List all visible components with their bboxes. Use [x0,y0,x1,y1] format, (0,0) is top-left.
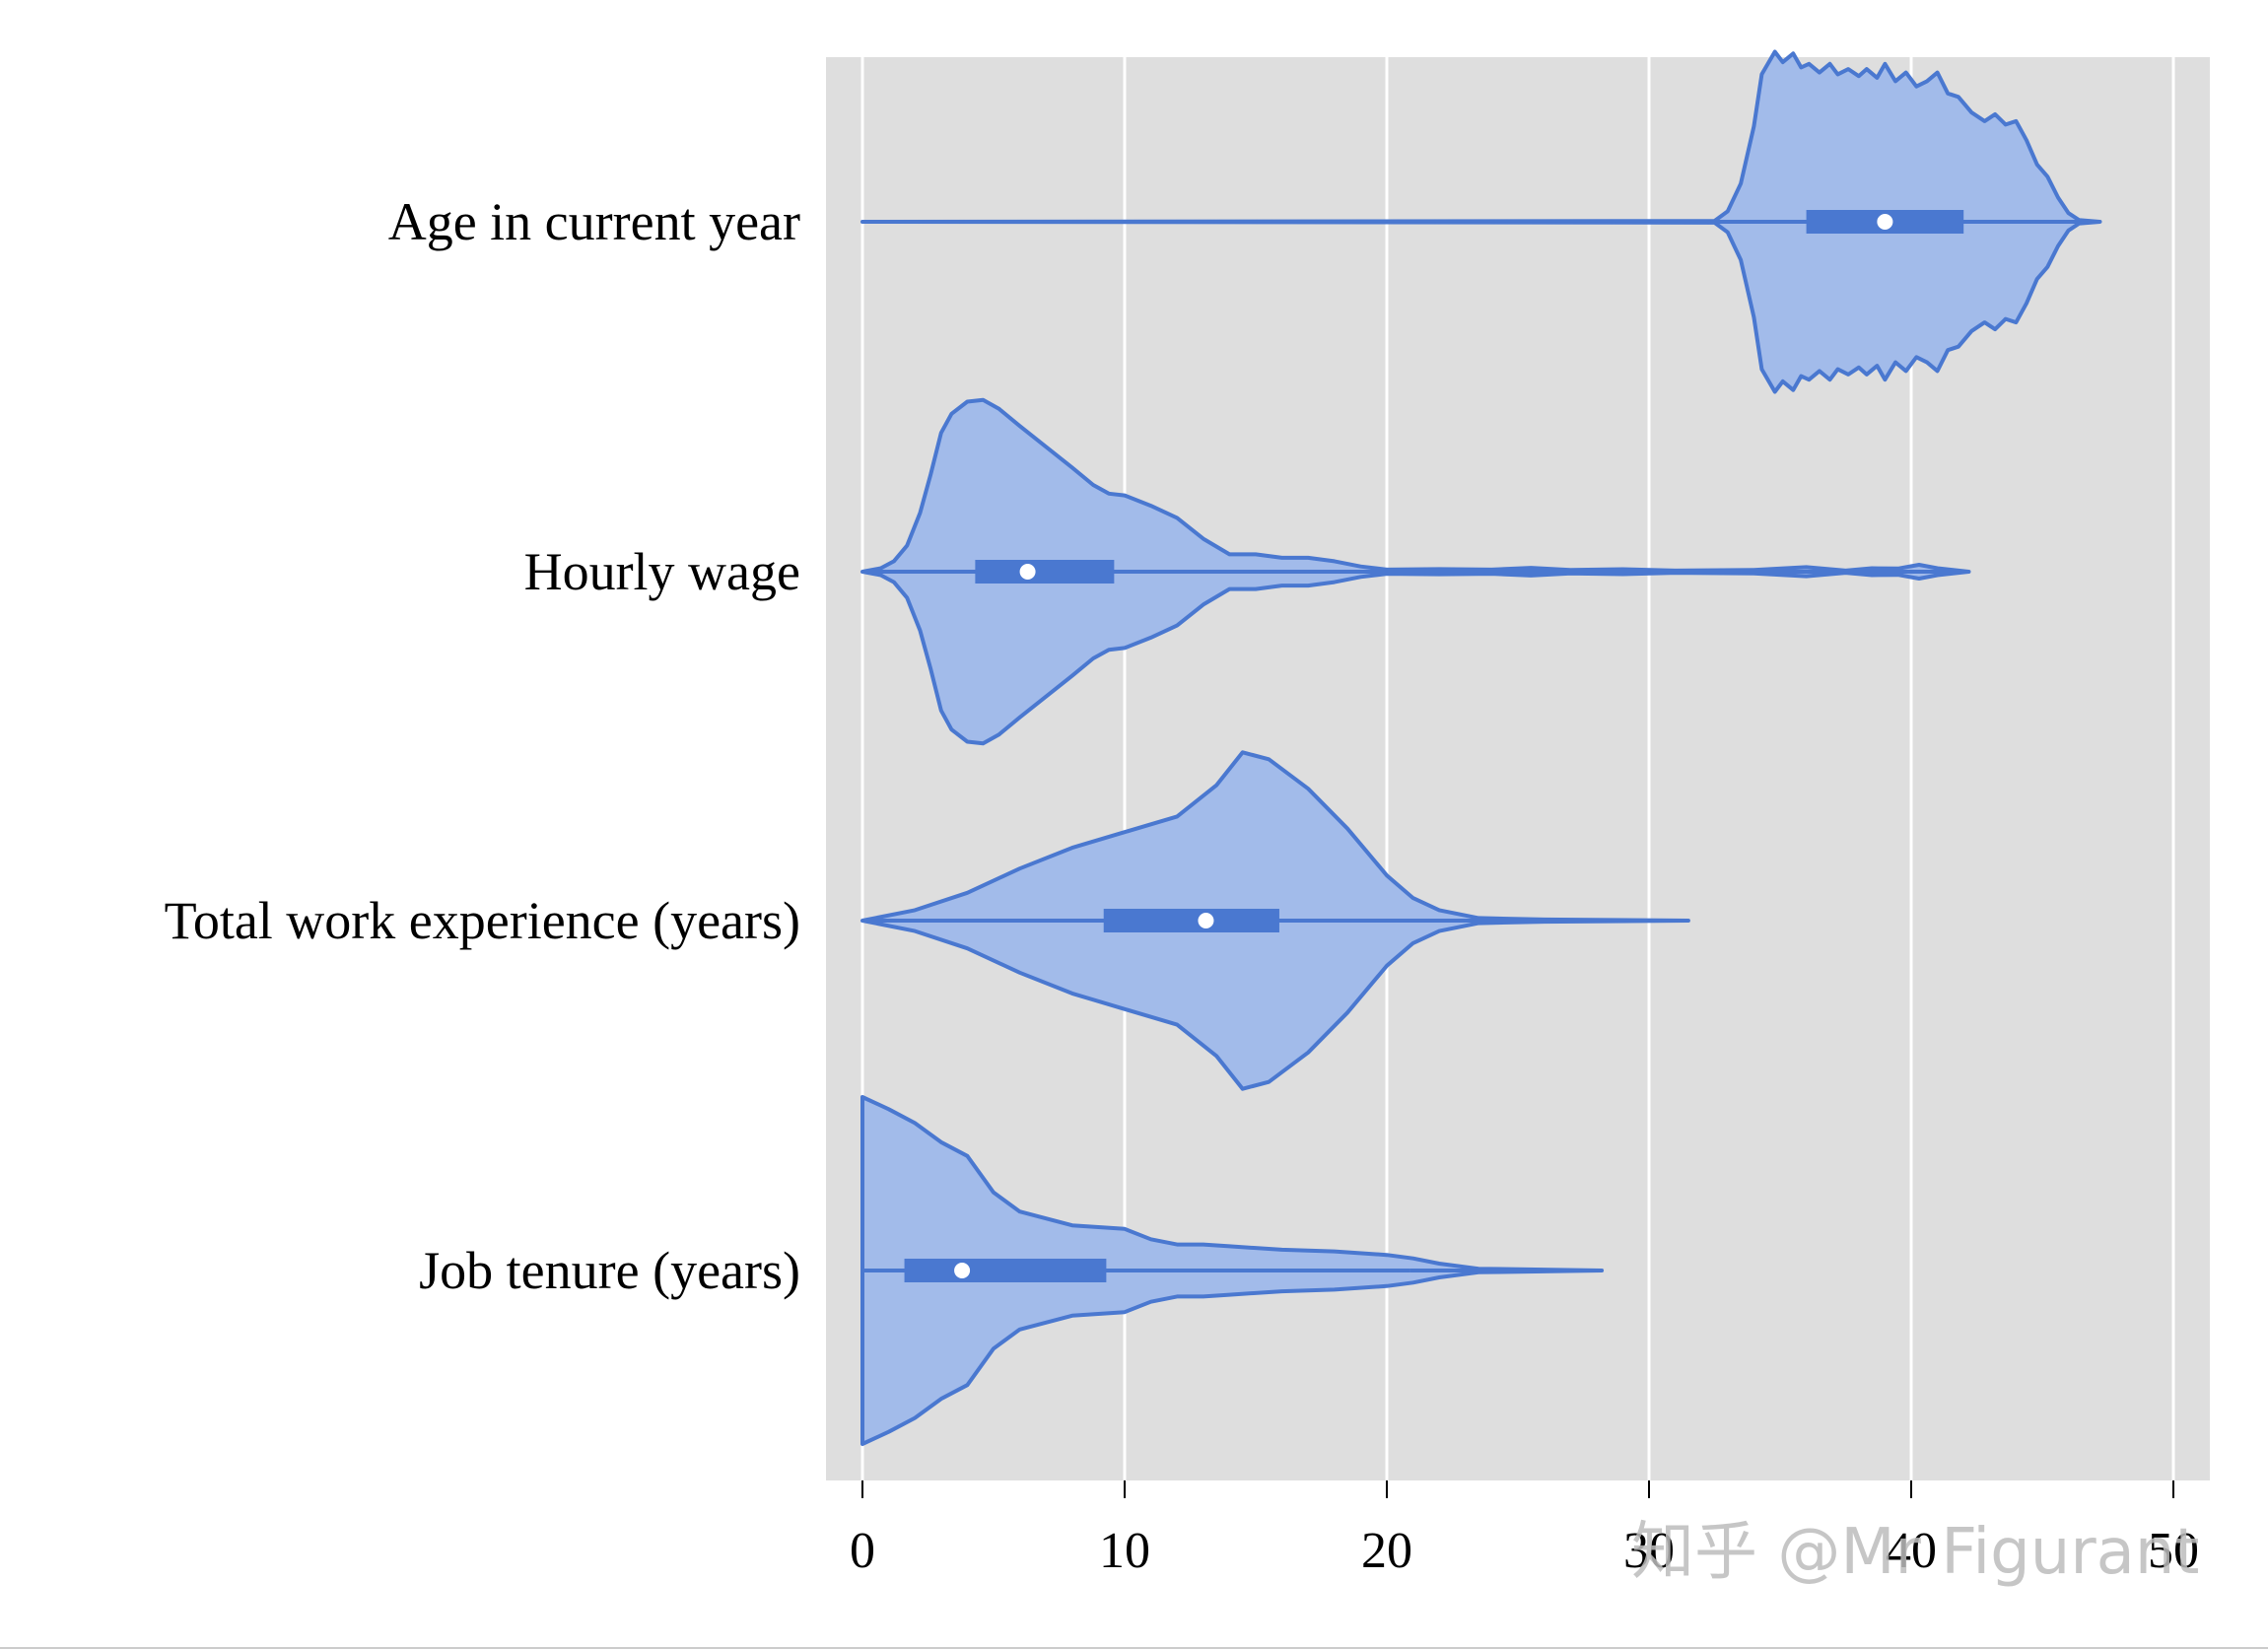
category-label: Total work experience (years) [165,891,800,950]
violins [860,49,2102,1446]
median-point [1877,214,1893,230]
x-tick-label: 30 [1623,1523,1675,1579]
category-label: Job tenure (years) [419,1241,800,1300]
x-tick-label: 0 [850,1523,875,1579]
watermark-text: 知乎 @Mr Figurant [1631,1516,2200,1589]
iqr-box [975,560,1115,584]
median-point [1198,913,1214,928]
x-tick-label: 20 [1361,1523,1412,1579]
x-tick-label: 40 [1886,1523,1937,1579]
category-label: Hourly wage [524,542,800,601]
category-labels: Age in current year Hourly wage Total work… [165,192,800,1300]
x-axis: 0 10 20 30 40 50 [850,1480,2199,1579]
iqr-box [1103,909,1279,932]
median-point [954,1263,971,1278]
category-label: Age in current year [388,192,800,251]
x-tick-label: 50 [2148,1523,2199,1579]
x-tick-label: 10 [1099,1523,1150,1579]
iqr-box [904,1259,1107,1282]
median-point [1019,564,1036,580]
